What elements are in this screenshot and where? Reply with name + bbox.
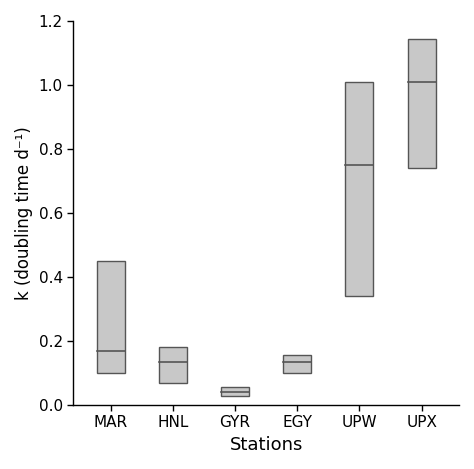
Bar	[97, 261, 125, 373]
X-axis label: Stations: Stations	[229, 436, 303, 454]
Bar	[283, 356, 311, 373]
Bar	[408, 38, 436, 168]
Bar	[221, 387, 249, 396]
Bar	[159, 348, 187, 383]
Bar	[346, 82, 374, 296]
Y-axis label: k (doubling time d⁻¹): k (doubling time d⁻¹)	[15, 126, 33, 300]
